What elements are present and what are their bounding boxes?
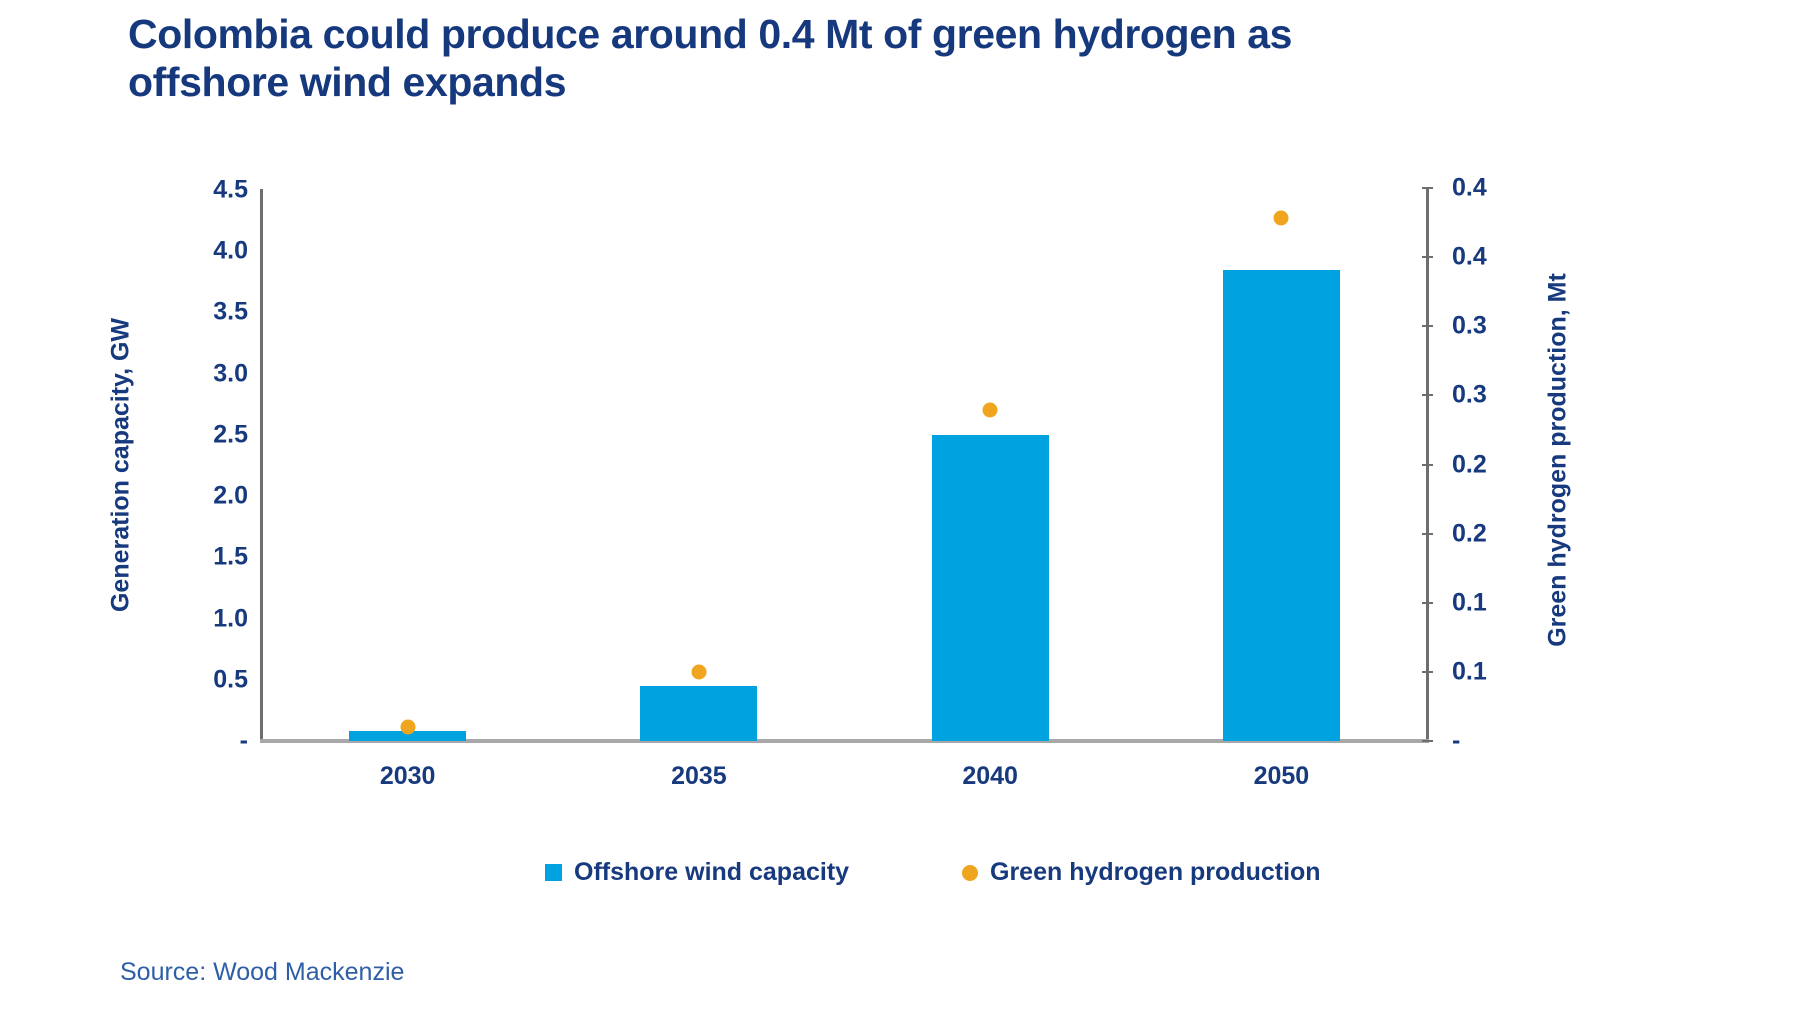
y-axis-right-tick-mark xyxy=(1422,256,1433,259)
y-axis-right-tick: 0.4 xyxy=(1452,242,1487,271)
y-axis-left-tick: 3.0 xyxy=(213,359,248,388)
y-axis-right-tick: - xyxy=(1452,726,1461,755)
y-axis-left-tick: 2.5 xyxy=(213,420,248,449)
x-axis-tick-2035: 2035 xyxy=(671,762,727,790)
dot-2050 xyxy=(1273,210,1289,226)
y-axis-right-tick-mark xyxy=(1422,532,1433,535)
right-axis-title: Green hydrogen production, Mt xyxy=(1543,273,1572,647)
y-axis-left-tick: 4.5 xyxy=(213,175,248,204)
scatter-series-swatch-icon xyxy=(962,864,978,881)
dot-2040 xyxy=(982,402,998,418)
bar-2035 xyxy=(640,685,758,741)
y-axis-right-tick-mark xyxy=(1422,740,1433,742)
y-axis-right-tick: 0.3 xyxy=(1452,311,1487,340)
y-axis-right-tick: 0.4 xyxy=(1452,173,1487,202)
y-axis-left-tick: 1.0 xyxy=(213,604,248,633)
x-axis-line xyxy=(260,739,1429,743)
y-axis-left-tick: 3.5 xyxy=(213,297,248,326)
y-axis-left-tick: 2.0 xyxy=(213,481,248,510)
y-axis-right-tick-mark xyxy=(1422,187,1433,189)
bar-2040 xyxy=(931,434,1049,741)
y-axis-left-tick: - xyxy=(239,726,248,755)
y-axis-right-tick: 0.1 xyxy=(1452,657,1487,686)
bar-2050 xyxy=(1222,269,1340,741)
source-text: Source: Wood Mackenzie xyxy=(120,958,405,986)
x-axis-tick-2050: 2050 xyxy=(1253,762,1310,790)
dot-2030 xyxy=(400,719,416,735)
y-axis-left-tick: 0.5 xyxy=(213,665,248,694)
y-axis-right-tick: 0.2 xyxy=(1452,450,1487,478)
y-axis-right-tick-mark xyxy=(1422,463,1433,466)
right-axis-line xyxy=(1426,189,1429,742)
dot-2035 xyxy=(691,664,707,680)
y-axis-right-tick-mark xyxy=(1422,670,1433,673)
y-axis-right-tick: 0.3 xyxy=(1452,380,1487,409)
y-axis-right-tick: 0.1 xyxy=(1452,588,1487,617)
legend-label: Offshore wind capacity xyxy=(574,858,850,886)
chart-title-line1: Colombia could produce around 0.4 Mt of … xyxy=(128,11,1293,57)
x-axis-tick-2040: 2040 xyxy=(962,762,1018,790)
y-axis-right-tick-mark xyxy=(1422,394,1433,397)
legend-item-offshore-wind: Offshore wind capacity xyxy=(545,858,849,887)
y-axis-right-tick-mark xyxy=(1422,601,1433,604)
left-axis-line xyxy=(260,189,263,742)
legend-label: Green hydrogen production xyxy=(990,858,1321,886)
y-axis-right-tick: 0.2 xyxy=(1452,519,1487,548)
y-axis-left-tick: 1.5 xyxy=(213,542,248,571)
y-axis-right-tick-mark xyxy=(1422,325,1433,328)
legend-item-green-hydrogen: Green hydrogen production xyxy=(962,858,1321,887)
bar-series-swatch-icon xyxy=(545,864,562,881)
left-axis-title: Generation capacity, GW xyxy=(106,317,135,613)
y-axis-left-tick: 4.0 xyxy=(213,236,248,265)
chart-title: Colombia could produce around 0.4 Mt of … xyxy=(128,10,1292,107)
bar-2030 xyxy=(349,731,467,741)
x-axis-tick-2030: 2030 xyxy=(379,762,436,790)
chart-title-line2: offshore wind expands xyxy=(128,59,567,106)
legend: Offshore wind capacity Green hydrogen pr… xyxy=(0,858,1800,892)
